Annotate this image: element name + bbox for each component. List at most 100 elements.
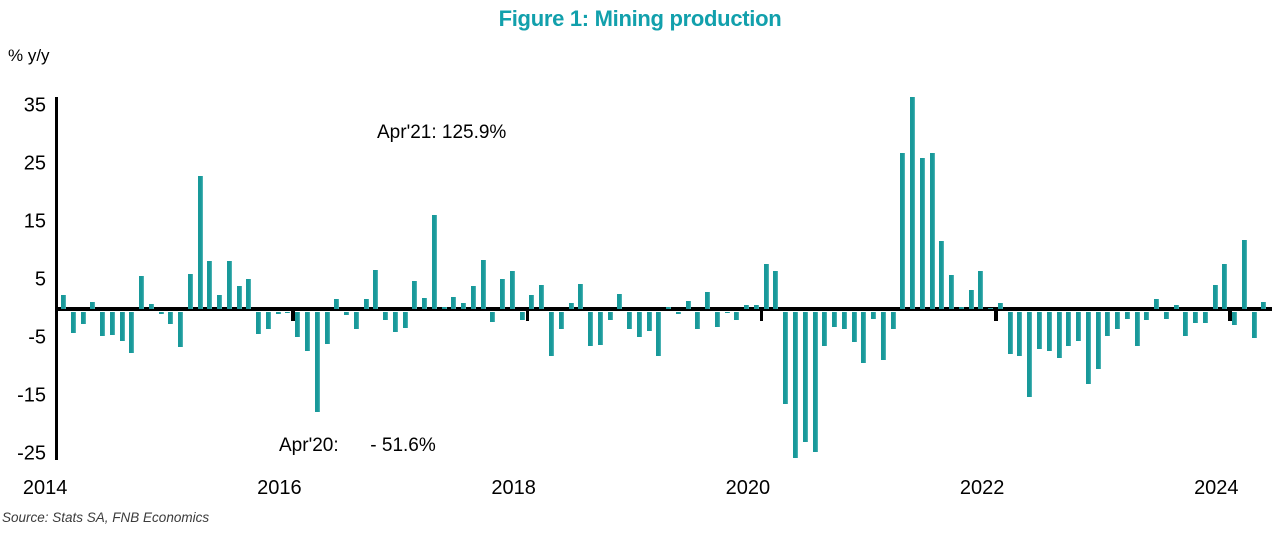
data-bar — [1232, 312, 1238, 326]
data-bar — [656, 312, 662, 357]
data-bar — [236, 285, 242, 309]
data-bar — [578, 283, 584, 309]
y-axis-tick-label: -5 — [28, 326, 46, 349]
data-bar — [295, 312, 301, 338]
data-bar — [470, 285, 476, 309]
data-bar — [675, 312, 681, 315]
data-bar — [783, 312, 789, 404]
data-bar — [265, 312, 271, 329]
data-bar — [1163, 312, 1169, 319]
data-bar — [1056, 312, 1062, 359]
data-bar — [636, 312, 642, 338]
data-bar — [500, 279, 506, 309]
data-bar — [217, 295, 223, 309]
data-bar — [412, 281, 418, 309]
data-bar — [919, 158, 925, 309]
data-bar — [1144, 312, 1150, 320]
data-bar — [90, 302, 96, 309]
data-bar — [402, 312, 408, 328]
data-bar — [178, 312, 184, 348]
data-bar — [353, 312, 359, 329]
data-bar — [1085, 312, 1091, 384]
data-bar — [812, 312, 818, 452]
data-bar — [431, 215, 437, 309]
data-bar — [793, 312, 798, 458]
x-axis-year-label: 2024 — [1194, 477, 1239, 499]
data-bar — [314, 312, 320, 412]
data-bar — [753, 304, 759, 309]
data-bar — [80, 312, 86, 324]
data-bar — [988, 307, 994, 309]
data-bar — [1202, 312, 1208, 323]
data-bar — [851, 312, 857, 342]
y-axis-tick-label: 15 — [23, 210, 46, 233]
data-bar — [880, 312, 886, 360]
source-note: Source: Stats SA, FNB Economics — [2, 510, 210, 525]
data-bar — [724, 312, 730, 313]
data-bar — [100, 312, 106, 337]
x-axis-year-label: 2020 — [725, 477, 771, 499]
data-bar — [1105, 312, 1111, 337]
data-bar — [139, 275, 145, 309]
data-bar — [461, 303, 467, 309]
data-bar — [392, 312, 398, 332]
data-bar — [1212, 284, 1218, 309]
data-bar — [148, 303, 154, 309]
data-bar — [480, 260, 486, 309]
data-bar — [529, 294, 535, 309]
x-axis-tick — [759, 311, 764, 321]
data-bar — [685, 301, 691, 309]
data-bar — [617, 293, 623, 309]
data-bar — [1066, 312, 1072, 347]
data-bar — [802, 312, 808, 442]
data-bar — [861, 312, 867, 364]
data-bar — [519, 312, 525, 320]
data-bar — [1222, 263, 1228, 309]
data-bar — [822, 312, 828, 346]
data-bar — [832, 312, 838, 328]
data-bar — [1124, 312, 1130, 320]
x-axis-year-label: 2022 — [959, 477, 1005, 499]
data-bar — [1007, 312, 1013, 354]
data-bar — [744, 304, 750, 309]
data-bar — [763, 263, 769, 309]
data-bar — [70, 312, 76, 334]
data-bar — [597, 312, 603, 345]
data-bar — [373, 270, 379, 309]
data-bar — [441, 307, 447, 309]
data-bar — [305, 312, 310, 352]
x-axis-tick — [1228, 311, 1232, 321]
data-bar — [1251, 312, 1257, 339]
y-axis-tick-label: -15 — [17, 384, 46, 407]
data-bar — [558, 312, 564, 330]
data-bar — [285, 312, 291, 313]
data-bar — [509, 270, 515, 309]
y-axis-unit-label: % y/y — [8, 46, 50, 65]
data-bar — [334, 299, 340, 309]
data-bar — [1037, 312, 1042, 349]
data-bar — [168, 312, 174, 325]
data-bar — [841, 312, 847, 330]
data-bar — [1046, 312, 1052, 352]
data-bar — [666, 306, 672, 309]
data-bar — [929, 152, 935, 309]
data-bar — [158, 312, 164, 315]
data-bar — [363, 298, 369, 309]
x-axis-tick — [291, 311, 295, 321]
x-axis-year-label: 2018 — [491, 477, 536, 499]
data-bar — [695, 312, 701, 329]
data-bar — [900, 152, 906, 309]
data-bar — [187, 274, 193, 309]
x-axis-year-label: 2014 — [22, 477, 68, 499]
data-bar — [490, 312, 496, 322]
data-bar — [949, 275, 955, 309]
data-bar — [109, 312, 115, 335]
data-bar — [734, 312, 740, 320]
data-bar — [871, 312, 877, 320]
data-bar — [1027, 312, 1033, 397]
data-bar — [1261, 302, 1267, 309]
data-bar — [1183, 312, 1189, 337]
data-bar — [1115, 312, 1121, 329]
data-bar — [275, 312, 281, 315]
